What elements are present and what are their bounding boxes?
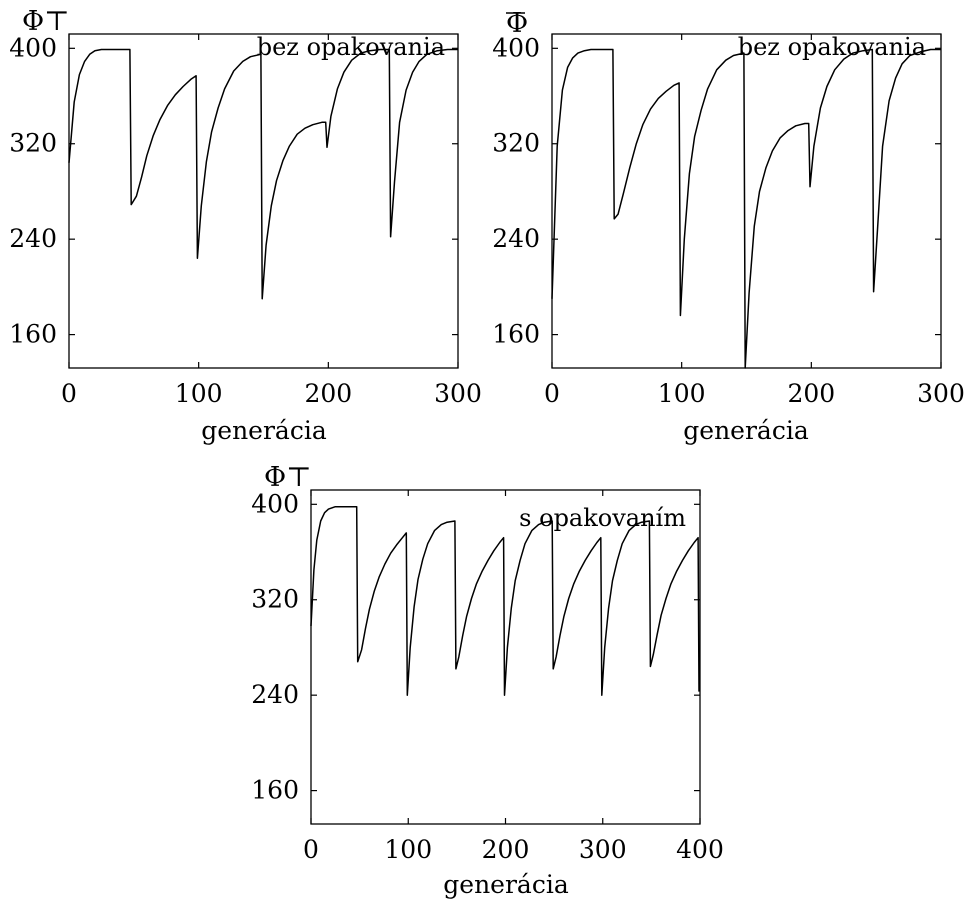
y-tick-label: 320 (251, 585, 299, 614)
x-tick-label: 400 (676, 835, 724, 864)
x-tick-label: 300 (917, 379, 965, 408)
x-tick-label: 300 (434, 379, 482, 408)
plot-frame (551, 33, 942, 369)
y-tick-label: 400 (251, 489, 299, 518)
x-axis-label: generácia (443, 870, 569, 899)
x-axis-label: generácia (201, 416, 327, 445)
panel-annotation: bez opakovania (738, 33, 926, 61)
x-tick-labels: 0 100 200 300 (544, 379, 965, 408)
axis-ticks (310, 490, 701, 824)
y-tick-labels: 160 240 320 400 (492, 33, 540, 348)
y-axis-label: Φ⊤ (22, 6, 70, 37)
y-axis-label: Φ (506, 8, 528, 39)
y-tick-label: 240 (492, 224, 540, 253)
y-tick-label: 400 (492, 33, 540, 62)
x-tick-label: 0 (544, 379, 560, 408)
x-tick-labels: 0 100 200 300 400 (303, 835, 724, 864)
y-tick-labels: 160 240 320 400 (9, 33, 57, 348)
x-tick-label: 200 (482, 835, 530, 864)
x-tick-label: 100 (658, 379, 706, 408)
y-axis-label: Φ⊤ (264, 462, 312, 493)
y-tick-label: 160 (492, 320, 540, 349)
data-line-series (310, 505, 700, 696)
y-tick-label: 320 (9, 129, 57, 158)
x-tick-label: 0 (303, 835, 319, 864)
data-line-series (68, 48, 458, 300)
x-tick-label: 200 (787, 379, 835, 408)
data-line-series (551, 48, 941, 369)
y-tick-labels: 160 240 320 400 (251, 489, 299, 804)
x-tick-label: 300 (579, 835, 627, 864)
y-tick-label: 320 (492, 129, 540, 158)
plot-frame (68, 33, 459, 369)
x-axis-label: generácia (683, 416, 809, 445)
y-tick-label: 160 (9, 320, 57, 349)
x-tick-labels: 0 100 200 300 (61, 379, 482, 408)
y-tick-label: 240 (251, 680, 299, 709)
panel-annotation: bez opakovania (257, 33, 445, 61)
x-tick-label: 100 (175, 379, 223, 408)
panel-annotation: s opakovaním (519, 504, 686, 532)
x-tick-label: 0 (61, 379, 77, 408)
x-tick-label: 200 (304, 379, 352, 408)
plot-frame (310, 489, 701, 825)
chart-panel-top-left: 0 100 200 300 160 240 320 400 Φ⊤ generácia bez… (9, 6, 482, 445)
axis-ticks (551, 34, 942, 368)
y-tick-label: 160 (251, 776, 299, 805)
axis-ticks (68, 34, 459, 368)
x-tick-label: 100 (384, 835, 432, 864)
y-tick-label: 400 (9, 33, 57, 62)
chart-panel-top-right: 0 100 200 300 160 240 320 400 Φ generácia bez … (492, 8, 965, 445)
y-tick-label: 240 (9, 224, 57, 253)
